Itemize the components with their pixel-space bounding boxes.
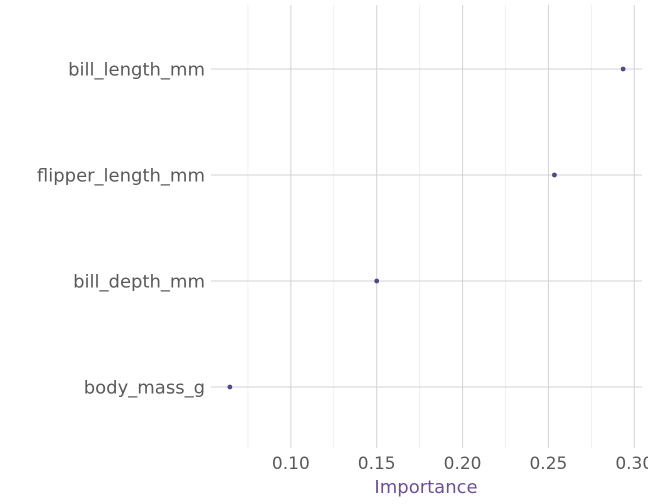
- x-axis-title: Importance: [374, 477, 477, 498]
- x-tick-label: 0.25: [529, 454, 567, 474]
- x-tick-label: 0.20: [444, 454, 482, 474]
- y-tick-labels: bill_length_mm flipper_length_mm bill_dept…: [37, 60, 205, 399]
- data-point: [374, 278, 380, 284]
- x-tick-labels: 0.10 0.15 0.20 0.25 0.30: [272, 454, 648, 474]
- x-tick-label: 0.30: [615, 454, 648, 474]
- grid-lines: [211, 5, 642, 448]
- data-points: [227, 66, 626, 390]
- y-tick-label: bill_length_mm: [68, 60, 205, 81]
- data-point: [552, 172, 557, 178]
- x-tick-label: 0.15: [358, 454, 396, 474]
- y-tick-label: flipper_length_mm: [37, 166, 205, 187]
- x-tick-label: 0.10: [272, 454, 310, 474]
- data-point: [620, 66, 626, 72]
- data-point: [227, 384, 233, 390]
- y-tick-label: body_mass_g: [84, 378, 205, 399]
- y-tick-label: bill_depth_mm: [73, 272, 205, 293]
